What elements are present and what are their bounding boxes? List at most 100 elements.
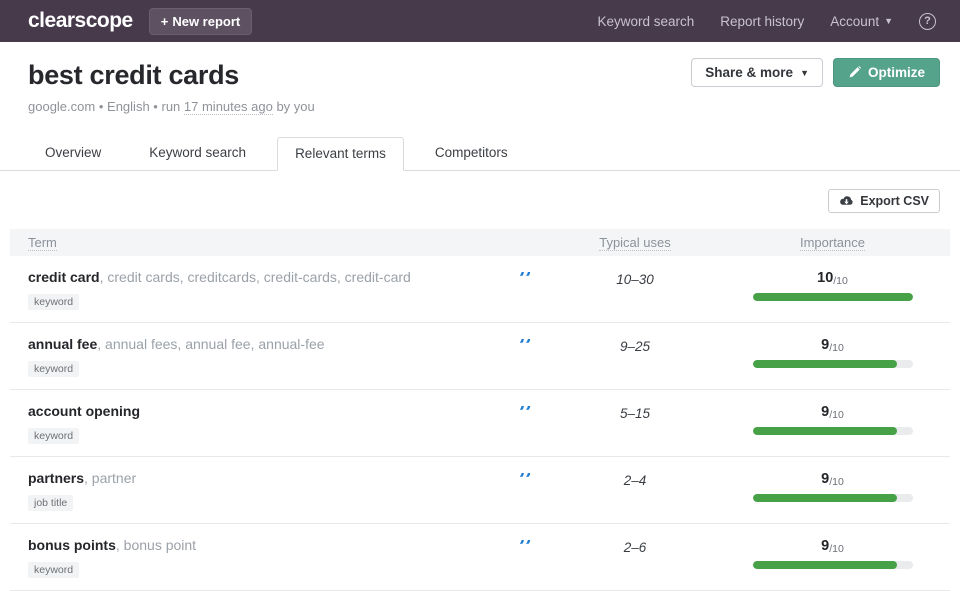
new-report-label: New report [172, 13, 241, 29]
meta-separator: • [98, 99, 104, 114]
term-cell: bonus points, bonus point keyword [10, 537, 495, 578]
tab-keyword-search[interactable]: Keyword search [149, 145, 247, 160]
page-header: best credit cards google.com • English •… [0, 42, 960, 115]
term-cell: partners, partner job title [10, 470, 495, 511]
share-more-label: Share & more [705, 65, 794, 80]
importance-max: /10 [833, 275, 848, 287]
page-title: best credit cards [28, 60, 239, 90]
term-type-badge: keyword [28, 562, 80, 578]
example-quotes-icon[interactable]: ” [518, 473, 533, 487]
importance-cell: 9/10 [715, 470, 950, 511]
term-name: credit card [28, 269, 100, 285]
example-quotes-icon[interactable]: ” [518, 540, 533, 554]
plus-icon: + [160, 13, 169, 29]
optimize-button[interactable]: Optimize [832, 58, 940, 87]
optimize-label: Optimize [867, 65, 925, 80]
account-label: Account [830, 13, 880, 29]
typical-uses-value: 2–6 [623, 540, 647, 555]
quote-cell: ” [495, 537, 555, 578]
term-variants: , partner [84, 470, 137, 486]
importance-bar-track [752, 494, 913, 502]
meta-language: English [107, 99, 150, 114]
top-navbar: clearscope + New report Keyword search R… [0, 0, 960, 42]
cloud-download-icon [840, 196, 853, 205]
table-row: credit card, credit cards, creditcards, … [10, 256, 950, 323]
importance-cell: 9/10 [715, 403, 950, 444]
importance-max: /10 [829, 342, 844, 354]
new-report-button[interactable]: + New report [148, 7, 253, 35]
table-header-row: Term Typical uses Importance [10, 229, 950, 256]
export-csv-button[interactable]: Export CSV [828, 189, 940, 213]
meta-run-suffix: by you [276, 99, 315, 114]
meta-run-prefix: run [161, 99, 181, 114]
share-more-button[interactable]: Share & more ▼ [691, 58, 823, 87]
importance-max: /10 [829, 543, 844, 555]
typical-uses-cell: 9–25 [555, 336, 715, 377]
meta-separator: • [153, 99, 158, 114]
importance-bar-fill [752, 494, 897, 502]
typical-uses-value: 10–30 [616, 272, 654, 287]
nav-account-menu[interactable]: Account ▼ [830, 14, 893, 29]
nav-report-history[interactable]: Report history [720, 13, 805, 29]
importance-bar-track [752, 293, 913, 301]
importance-bar-track [752, 427, 913, 435]
term-cell: annual fee, annual fees, annual fee, ann… [10, 336, 495, 377]
terms-table-body: credit card, credit cards, creditcards, … [10, 256, 950, 591]
table-toolbar: Export CSV [0, 171, 960, 229]
example-quotes-icon[interactable]: ” [518, 406, 533, 420]
importance-score: 9/10 [821, 538, 844, 555]
tab-overview[interactable]: Overview [45, 145, 102, 160]
table-row: partners, partner job title ” 2–4 9/10 [10, 457, 950, 524]
pencil-icon [849, 66, 861, 78]
clearscope-logo[interactable]: clearscope [28, 9, 133, 32]
meta-domain: google.com [28, 99, 96, 114]
importance-score: 10/10 [817, 270, 848, 287]
term-name: account opening [28, 403, 140, 419]
importance-cell: 9/10 [715, 537, 950, 578]
tab-relevant-terms[interactable]: Relevant terms [277, 137, 404, 171]
term-type-badge: job title [28, 495, 74, 511]
typical-uses-value: 5–15 [619, 406, 651, 421]
quote-cell: ” [495, 470, 555, 511]
typical-uses-cell: 2–6 [555, 537, 715, 578]
tab-competitors[interactable]: Competitors [434, 145, 508, 160]
quote-cell: ” [495, 269, 555, 310]
term-name: partners [28, 470, 85, 486]
quote-cell: ” [495, 336, 555, 377]
importance-score: 9/10 [821, 471, 844, 488]
term-cell: account opening keyword [10, 403, 495, 444]
relevant-terms-table: Term Typical uses Importance credit card… [10, 229, 950, 591]
importance-max: /10 [829, 476, 844, 488]
table-row: annual fee, annual fees, annual fee, ann… [10, 323, 950, 390]
report-tabs: Overview Keyword search Relevant terms C… [0, 136, 960, 171]
importance-cell: 10/10 [715, 269, 950, 310]
term-type-badge: keyword [28, 361, 80, 377]
example-quotes-icon[interactable]: ” [518, 339, 533, 353]
table-row: bonus points, bonus point keyword ” 2–6 … [10, 524, 950, 591]
term-variants: , annual fees, annual fee, annual-fee [97, 336, 325, 352]
importance-score: 9/10 [821, 337, 844, 354]
term-type-badge: keyword [28, 428, 80, 444]
table-row: account opening keyword ” 5–15 9/10 [10, 390, 950, 457]
report-meta: google.com • English • run 17 minutes ag… [28, 99, 940, 115]
column-header-typical-uses[interactable]: Typical uses [599, 235, 671, 251]
quote-cell: ” [495, 403, 555, 444]
help-icon[interactable]: ? [919, 12, 936, 30]
navbar-right: Keyword search Report history Account ▼ … [597, 12, 936, 30]
example-quotes-icon[interactable]: ” [518, 272, 533, 286]
typical-uses-cell: 10–30 [555, 269, 715, 310]
term-name: bonus points [28, 537, 116, 553]
nav-keyword-search[interactable]: Keyword search [597, 13, 695, 29]
importance-score: 9/10 [821, 404, 844, 421]
typical-uses-cell: 2–4 [555, 470, 715, 511]
importance-bar-fill [752, 293, 913, 301]
importance-bar-track [752, 360, 913, 368]
column-header-term[interactable]: Term [28, 235, 57, 251]
importance-bar-fill [752, 427, 897, 435]
term-variants: , credit cards, creditcards, credit-card… [99, 269, 411, 285]
chevron-down-icon: ▼ [884, 16, 893, 26]
column-header-importance[interactable]: Importance [799, 235, 866, 251]
importance-max: /10 [829, 409, 844, 421]
meta-run-time[interactable]: 17 minutes ago [183, 99, 273, 115]
importance-bar-fill [752, 561, 897, 569]
